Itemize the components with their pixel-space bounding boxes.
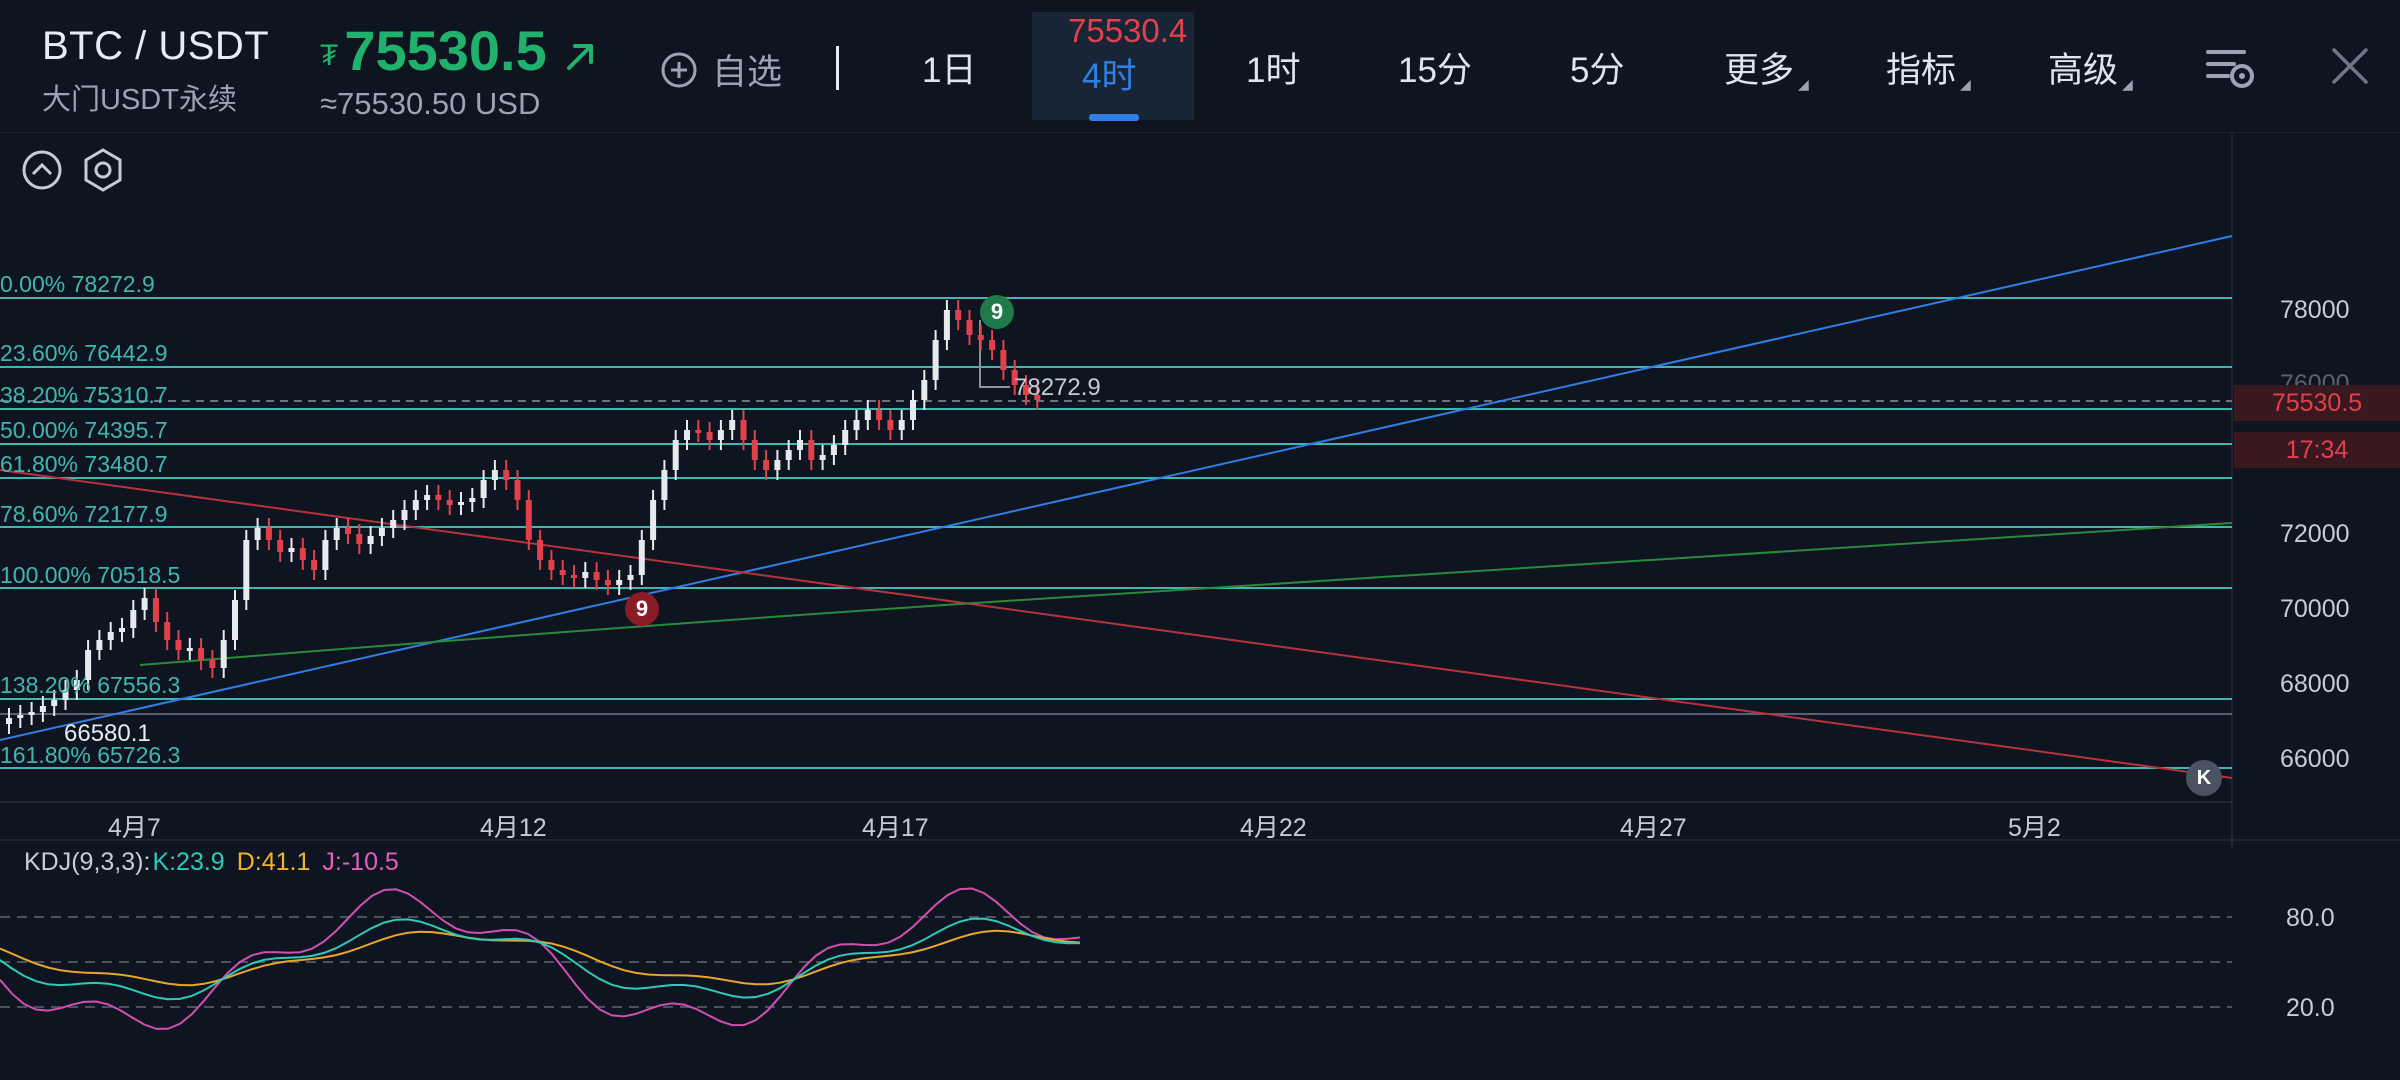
fibonacci-lines (0, 297, 2232, 769)
fib-label-500: 50.00% 74395.7 (0, 417, 168, 443)
candlestick-chart[interactable] (0, 134, 2400, 848)
kdj-indicator-chart[interactable] (0, 850, 2400, 1080)
currency-symbol: ₮ (320, 38, 339, 72)
top-bar (0, 0, 2400, 133)
kdj-y-tick-20: 20.0 (2286, 994, 2335, 1022)
y-tick-72000: 72000 (2280, 520, 2350, 548)
x-tick-apr12: 4月12 (480, 814, 547, 842)
tab-5m[interactable]: 5分 (1570, 51, 1625, 90)
fib-label-382: 38.20% 75310.7 (0, 382, 168, 408)
indicator-menu[interactable]: 指标 ◢ (1886, 42, 1971, 93)
fib-label-236: 23.60% 76442.9 (0, 340, 168, 366)
caret-icon: ◢ (2122, 76, 2133, 92)
tab-1h[interactable]: 1时 (1246, 51, 1301, 90)
contract-subtitle: 大门USDT永续 (42, 84, 237, 116)
collapse-toggle-icon[interactable] (20, 148, 64, 192)
fib-label-618: 61.80% 73480.7 (0, 451, 168, 477)
fib-label-1382: 138.20% 67556.3 (0, 672, 181, 698)
more-label: 更多 (1724, 51, 1795, 90)
trendline-blue (0, 235, 2233, 741)
fib-label-1618: 161.80% 65726.3 (0, 742, 181, 768)
favorite-button[interactable]: 自选 (660, 44, 782, 95)
kdj-k-value: K:23.9 (152, 848, 225, 876)
y-tick-66000: 66000 (2280, 745, 2350, 773)
y-tick-68000: 68000 (2280, 670, 2350, 698)
toolbar-divider (836, 46, 839, 90)
favorite-label: 自选 (712, 53, 783, 92)
trendline-red (0, 469, 2233, 779)
tab-realtime-price: 75530.4 (1068, 12, 1188, 49)
last-price-block: ₮ 75530.5 (320, 18, 601, 83)
low-price-label: 66580.1 (64, 720, 151, 747)
advanced-label: 高级 (2048, 51, 2119, 90)
advanced-menu[interactable]: 高级 ◢ (2048, 42, 2133, 93)
chart-settings-icon[interactable] (2204, 44, 2256, 92)
kdj-name: KDJ(9,3,3): (24, 848, 151, 876)
pair-title[interactable]: BTC / USDT (42, 24, 270, 68)
kdj-legend: KDJ(9,3,3): K:23.9 D:41.1 J:-10.5 (24, 848, 399, 877)
caret-icon: ◢ (1798, 76, 1809, 92)
scroll-to-latest-button[interactable]: K (2186, 760, 2222, 796)
more-menu[interactable]: 更多 ◢ (1724, 42, 1809, 93)
tab-15m[interactable]: 15分 (1398, 51, 1472, 90)
trendline-green (139, 522, 2233, 666)
x-tick-apr22: 4月22 (1240, 814, 1307, 842)
y-tick-70000: 70000 (2280, 595, 2350, 623)
tab-4h[interactable]: 4时 (1082, 57, 1137, 96)
indicator-label: 指标 (1886, 51, 1957, 90)
x-tick-may2: 5月2 (2008, 814, 2061, 842)
kdj-y-tick-80: 80.0 (2286, 904, 2335, 932)
arrow-up-right-icon (566, 43, 593, 70)
current-price-tag: 75530.5 (2234, 385, 2400, 421)
countdown-tag: 17:34 (2234, 432, 2400, 468)
usd-equivalent: ≈75530.50 USD (320, 86, 541, 121)
fib-label-0: 0.00% 78272.9 (0, 271, 155, 297)
kdj-d-line (0, 929, 1081, 987)
active-tab-indicator (1089, 114, 1139, 121)
x-tick-apr17: 4月17 (862, 814, 929, 842)
plus-circle-icon (661, 52, 697, 87)
fib-label-786: 78.60% 72177.9 (0, 501, 168, 527)
x-tick-apr27: 4月27 (1620, 814, 1687, 842)
last-price: 75530.5 (344, 19, 547, 82)
caret-icon: ◢ (1960, 76, 1971, 92)
td-sequential-bottom-badge: 9 (625, 592, 659, 626)
candles (6, 300, 1041, 734)
high-price-label: 78272.9 (1014, 374, 1101, 401)
fib-label-1000: 100.00% 70518.5 (0, 562, 181, 588)
gear-icon[interactable] (80, 146, 126, 194)
close-icon[interactable] (2328, 44, 2372, 88)
kdj-d-value: D:41.1 (236, 848, 311, 876)
y-tick-78000: 78000 (2280, 296, 2350, 324)
tab-1d[interactable]: 1日 (922, 51, 977, 90)
td-sequential-top-badge: 9 (980, 295, 1014, 329)
kdj-k-line (0, 917, 1081, 1001)
kdj-j-value: J:-10.5 (322, 848, 399, 876)
tab-4h-background[interactable] (1032, 12, 1194, 120)
x-tick-apr7: 4月7 (108, 814, 161, 842)
